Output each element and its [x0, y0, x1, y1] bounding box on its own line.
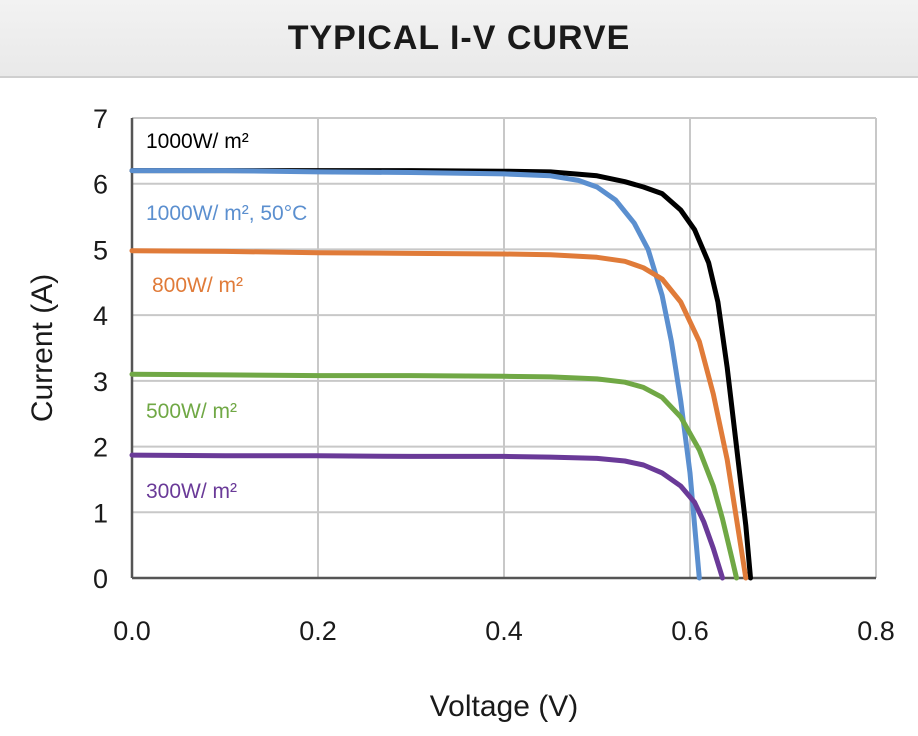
y-tick-label: 5: [93, 235, 108, 265]
tick-labels: 0 1 2 3 4 5 6 7 0.0 0.2 0.4 0.6 0.8: [93, 104, 895, 646]
series-curves: [129, 168, 753, 581]
series-label-1: 1000W/ m², 50°C: [146, 202, 307, 225]
y-tick-label: 4: [93, 301, 108, 331]
y-tick-label: 7: [93, 104, 108, 134]
x-tick-label: 0.6: [671, 616, 709, 646]
series-line-2: [129, 248, 749, 581]
y-tick-label: 0: [93, 564, 108, 594]
series-line-3: [129, 371, 739, 581]
chart-header: TYPICAL I-V CURVE: [0, 0, 918, 78]
x-tick-label: 0.8: [857, 616, 895, 646]
series-line-4: [129, 452, 725, 581]
series-label-0: 1000W/ m²: [146, 130, 249, 153]
x-tick-label: 0.2: [299, 616, 337, 646]
series-label-3: 500W/ m²: [146, 400, 237, 423]
chart-title: TYPICAL I-V CURVE: [287, 18, 631, 57]
y-tick-label: 3: [93, 367, 108, 397]
x-axis-title: Voltage (V): [430, 690, 578, 723]
series-label-2: 800W/ m²: [152, 274, 243, 297]
y-axis-title: Current (A): [26, 274, 59, 422]
y-tick-label: 1: [93, 498, 108, 528]
y-tick-label: 6: [93, 170, 108, 200]
series-labels: 1000W/ m² 1000W/ m², 50°C 800W/ m² 500W/ m²…: [146, 130, 307, 503]
grid-lines: [132, 117, 877, 578]
x-tick-label: 0.4: [485, 616, 523, 646]
x-tick-label: 0.0: [113, 616, 151, 646]
series-label-4: 300W/ m²: [146, 480, 237, 503]
y-tick-label: 2: [93, 433, 108, 463]
